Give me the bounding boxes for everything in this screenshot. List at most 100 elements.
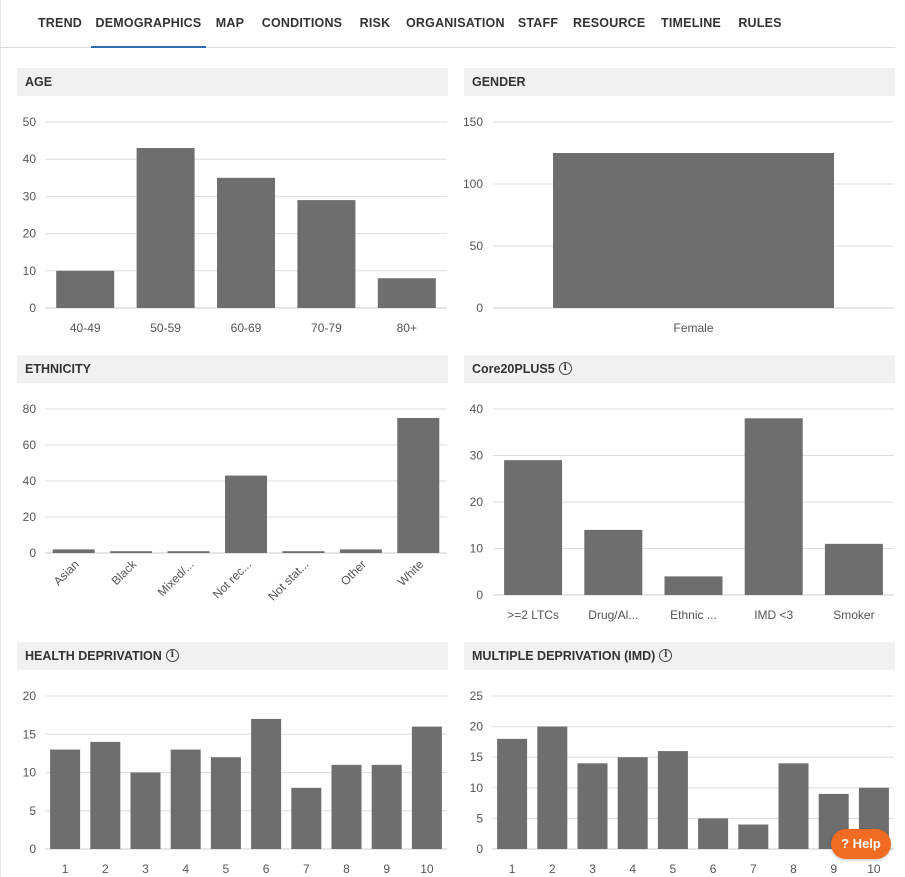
x-tick-label: 9 [383,862,390,876]
bar-5 [657,751,688,849]
y-tick-label: 10 [470,781,484,795]
x-tick-label: Mixed/... [155,557,197,599]
tab-conditions[interactable]: CONDITIONS [261,16,343,30]
tab-demographics[interactable]: DEMOGRAPHICS [91,0,206,48]
bar-4 [617,757,648,849]
bar-Not rec... [225,475,267,553]
x-tick-label: Black [109,557,140,588]
tab-trend[interactable]: TREND [37,16,83,30]
panel-title: HEALTH DEPRIVATION i [17,642,448,670]
info-icon[interactable]: i [558,362,572,376]
tab-risk[interactable]: RISK [359,16,391,30]
y-tick-label: 25 [470,689,484,703]
y-tick-label: 100 [464,177,483,191]
bar-White [397,418,440,553]
help-button[interactable]: ? Help [831,829,891,859]
y-tick-label: 20 [23,689,37,703]
x-tick-label: 2 [102,862,109,876]
core20-chart: 0 10 20 30 40 >=2 LTCs Drug/Al... Ethnic ... IMD… [470,402,894,622]
bar-80+ [377,278,436,308]
bar-IMD <3 [744,418,803,595]
x-tick-label: 5 [223,862,230,876]
y-tick-label: 0 [29,842,36,856]
y-tick-label: 150 [464,115,483,129]
x-tick-label: Drug/Al... [588,608,638,622]
imd-chart: 0 5 10 15 20 25 1 2 3 4 5 6 7 8 9 10 [470,689,894,876]
y-tick-label: 20 [23,227,37,241]
y-tick-label: 0 [29,301,36,315]
bar-7 [738,824,769,849]
y-tick-label: 5 [476,811,483,825]
y-tick-label: 5 [29,804,36,818]
age-chart: 0 10 20 30 40 50 40-49 50-59 60-69 70-79 80+ [23,115,447,335]
y-tick-label: 15 [23,727,37,741]
tab-bar: TREND DEMOGRAPHICS MAP CONDITIONS RISK O… [0,0,895,48]
bar-6 [698,818,729,849]
bar-6 [251,718,282,849]
panel-title: GENDER [464,68,895,96]
bar-Black [110,551,153,553]
y-tick-label: 15 [470,750,484,764]
x-tick-label: 7 [750,862,757,876]
x-tick-label: 1 [62,862,69,876]
x-tick-label: 80+ [397,321,417,335]
y-tick-label: 50 [23,115,37,129]
x-tick-label: 7 [303,862,310,876]
y-tick-label: 30 [470,449,484,463]
x-tick-label: 8 [343,862,350,876]
x-tick-label: 10 [420,862,434,876]
bar-3 [577,763,608,849]
y-tick-label: 40 [23,474,37,488]
bar-4 [170,749,201,849]
x-tick-label: 1 [509,862,516,876]
y-tick-label: 0 [476,588,483,602]
bar-1 [497,738,528,849]
tab-timeline[interactable]: TIMELINE [661,16,721,30]
x-tick-label: Not rec... [210,557,254,601]
x-tick-label: Ethnic ... [670,608,717,622]
y-tick-label: 80 [23,402,37,416]
x-tick-label: 4 [629,862,636,876]
tab-rules[interactable]: RULES [738,16,782,30]
bar-Not stat... [282,551,325,553]
tab-organisation[interactable]: ORGANISATION [406,16,505,30]
y-tick-label: 0 [476,842,483,856]
x-tick-label: 3 [589,862,596,876]
x-tick-label: IMD <3 [754,608,793,622]
imd-panel: MULTIPLE DEPRIVATION (IMD) i 0 5 10 15 20 25 1 2… [464,642,895,877]
ethnicity-panel: ETHNICITY 0 20 40 60 80 Asian Black Mixed/... No… [17,355,448,635]
x-tick-label: 3 [142,862,149,876]
ethnicity-title: ETHNICITY [25,362,91,376]
info-icon[interactable]: i [659,649,673,663]
x-tick-label: 4 [182,862,189,876]
x-tick-label: 5 [670,862,677,876]
tab-map[interactable]: MAP [215,16,245,30]
x-tick-label: 6 [710,862,717,876]
age-panel: AGE 0 10 20 30 40 50 40-49 50-59 60-69 70-79 80+ [17,68,448,348]
panel-title: MULTIPLE DEPRIVATION (IMD) i [464,642,895,670]
core20-title: Core20PLUS5 [472,362,555,376]
gender-title: GENDER [472,75,526,89]
panel-title: AGE [17,68,448,96]
bar-7 [291,787,322,849]
x-tick-label: Smoker [833,608,874,622]
y-tick-label: 0 [29,546,36,560]
bar->=2 LTCs [504,460,563,595]
y-tick-label: 10 [23,766,37,780]
tab-resource[interactable]: RESOURCE [573,16,646,30]
y-tick-label: 50 [470,239,484,253]
bar-Other [339,549,382,553]
x-tick-label: 6 [263,862,270,876]
bar-Smoker [824,543,883,595]
gender-panel: GENDER 0 50 100 150 Female [464,68,895,348]
gender-chart: 0 50 100 150 Female [464,115,894,335]
bar-2 [90,741,121,849]
x-tick-label: 50-59 [150,321,181,335]
y-tick-label: 10 [470,542,484,556]
y-tick-label: 40 [470,402,484,416]
tab-staff[interactable]: STAFF [517,16,559,30]
x-tick-label: 70-79 [311,321,342,335]
x-tick-label: White [395,557,427,589]
x-tick-label: 10 [867,862,881,876]
info-icon[interactable]: i [165,649,179,663]
